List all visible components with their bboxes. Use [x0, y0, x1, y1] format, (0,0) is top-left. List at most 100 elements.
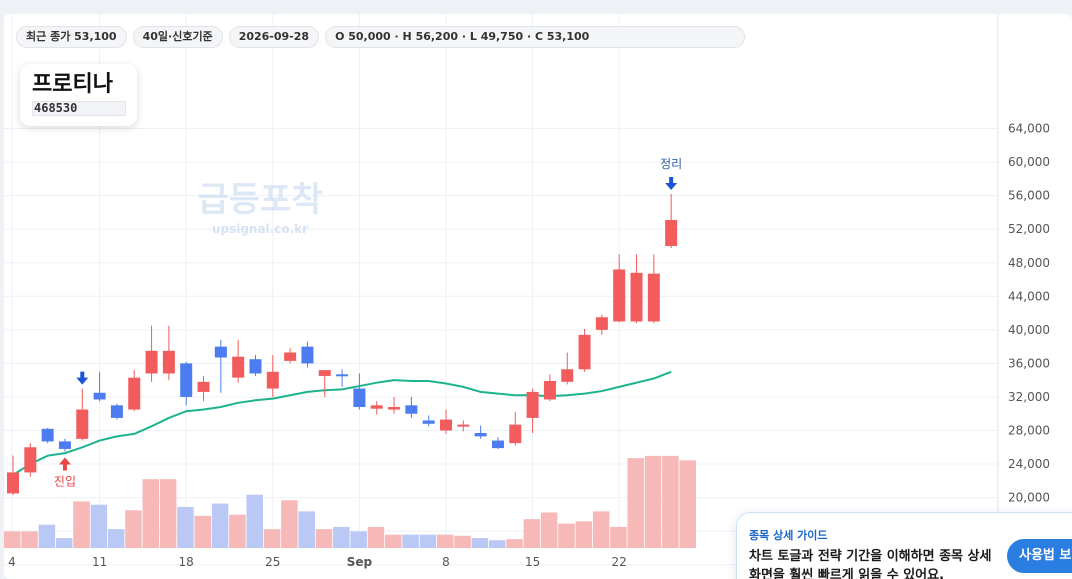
- volume-bar: [488, 540, 506, 548]
- entry-arrow-icon: [58, 457, 71, 471]
- volume-bar: [333, 526, 350, 548]
- date-chip: 2026-09-28: [228, 26, 320, 48]
- candle-body: [180, 363, 193, 397]
- y-tick-label: 44,000: [1008, 289, 1050, 303]
- volume-bar: [437, 534, 454, 548]
- candle-body: [214, 346, 227, 358]
- candle-body: [266, 371, 279, 389]
- ohlc-chip: O 50,000 · H 56,200 · L 49,750 · C 53,10…: [325, 26, 746, 48]
- volume-bar: [454, 535, 471, 548]
- y-tick-label: 56,000: [1008, 189, 1050, 203]
- price-chart[interactable]: 8,00012,00016,00020,00024,00028,00032,00…: [4, 14, 1072, 579]
- volume-bar: [419, 534, 437, 548]
- y-tick-label: 28,000: [1008, 424, 1050, 438]
- candle-body: [474, 433, 487, 437]
- candle-body: [422, 420, 435, 424]
- candle-body: [595, 317, 608, 330]
- x-tick-label: 4: [8, 555, 16, 569]
- guide-popup[interactable]: 종목 상세 가이드 차트 토글과 전략 기간을 이해하면 종목 상세 화면을 훨…: [736, 512, 1072, 579]
- x-tick-label: Sep: [347, 555, 373, 569]
- candle-body: [336, 374, 349, 377]
- volume-bar: [125, 510, 142, 548]
- candle-body: [58, 441, 71, 449]
- candle-body: [284, 352, 297, 361]
- candle-body: [145, 350, 158, 374]
- x-tick-label: 18: [179, 555, 194, 569]
- candle-body: [353, 388, 366, 408]
- y-tick-label: 48,000: [1008, 256, 1050, 270]
- candle-body: [232, 356, 245, 378]
- volume-bar: [315, 529, 333, 548]
- candle-body: [370, 405, 383, 409]
- stock-name: 프로티나: [32, 72, 113, 97]
- candle-body: [76, 409, 89, 439]
- volume-bar: [298, 511, 315, 548]
- candle-body: [388, 407, 401, 410]
- volume-bar: [385, 534, 402, 548]
- guide-button[interactable]: 사용법 보기: [1007, 539, 1072, 573]
- volume-bar: [627, 458, 645, 548]
- period-chip[interactable]: 40일·신호기준: [132, 26, 223, 48]
- x-tick-label: 11: [92, 555, 107, 569]
- candle-body: [630, 272, 643, 322]
- volume-bar: [367, 526, 385, 548]
- volume-bar: [4, 531, 21, 548]
- y-tick-label: 64,000: [1008, 122, 1050, 136]
- y-tick-label: 32,000: [1008, 390, 1050, 404]
- x-tick-label: 22: [612, 555, 627, 569]
- volume-bar: [575, 521, 593, 548]
- x-tick-label: 8: [442, 555, 450, 569]
- exit-arrow-icon: [665, 176, 678, 190]
- candle-body: [110, 405, 123, 418]
- y-tick-label: 60,000: [1008, 155, 1050, 169]
- stock-name-card: 프로티나 468530: [20, 64, 137, 126]
- volume-bar: [662, 455, 679, 548]
- candle-body: [665, 219, 678, 246]
- volume-bar: [177, 506, 194, 548]
- candle-body: [647, 273, 660, 322]
- candle-body: [301, 346, 314, 364]
- header-chips: 최근 종가 53,100 40일·신호기준 2026-09-28 O 50,00…: [16, 26, 746, 48]
- volume-bar: [281, 500, 298, 548]
- volume-bar: [471, 538, 489, 548]
- x-tick-label: 15: [525, 555, 540, 569]
- candle-body: [578, 334, 591, 370]
- volume-bar: [506, 539, 523, 548]
- volume-bar: [142, 479, 160, 548]
- candle-body: [318, 370, 331, 376]
- candle-body: [128, 377, 141, 410]
- watermark-url: upsignal.co.kr: [212, 222, 308, 236]
- volume-bar: [55, 538, 73, 548]
- close-chip: 최근 종가 53,100: [16, 26, 127, 48]
- volume-bar: [610, 526, 627, 548]
- volume-bar: [679, 460, 696, 548]
- guide-title: 종목 상세 가이드: [749, 529, 828, 542]
- volume-bar: [558, 523, 575, 548]
- candle-body: [561, 369, 574, 382]
- volume-bar: [38, 524, 56, 548]
- volume-bar: [107, 529, 125, 548]
- volume-bar: [402, 534, 419, 548]
- volume-bar: [21, 531, 38, 548]
- y-tick-label: 52,000: [1008, 222, 1050, 236]
- entry-label: 진입: [54, 474, 76, 488]
- volume-bar: [540, 512, 558, 548]
- volume-bar: [592, 511, 610, 548]
- candle-body: [249, 359, 262, 374]
- candle-body: [613, 269, 626, 322]
- y-tick-label: 36,000: [1008, 356, 1050, 370]
- guide-body: 차트 토글과 전략 기간을 이해하면 종목 상세 화면을 훨씬 빠르게 읽을 수…: [749, 549, 992, 579]
- candle-body: [526, 391, 539, 418]
- x-tick-label: 25: [265, 555, 280, 569]
- candle-body: [41, 428, 54, 442]
- volume-bar: [90, 504, 108, 548]
- y-tick-label: 24,000: [1008, 457, 1050, 471]
- candle-body: [7, 472, 19, 494]
- candle-body: [491, 440, 504, 449]
- volume-bar: [246, 494, 263, 548]
- candle-body: [93, 392, 106, 400]
- y-tick-label: 20,000: [1008, 491, 1050, 505]
- stock-code: 468530: [32, 101, 126, 116]
- volume-bar: [159, 479, 177, 548]
- chart-card: 8,00012,00016,00020,00024,00028,00032,00…: [4, 14, 1072, 579]
